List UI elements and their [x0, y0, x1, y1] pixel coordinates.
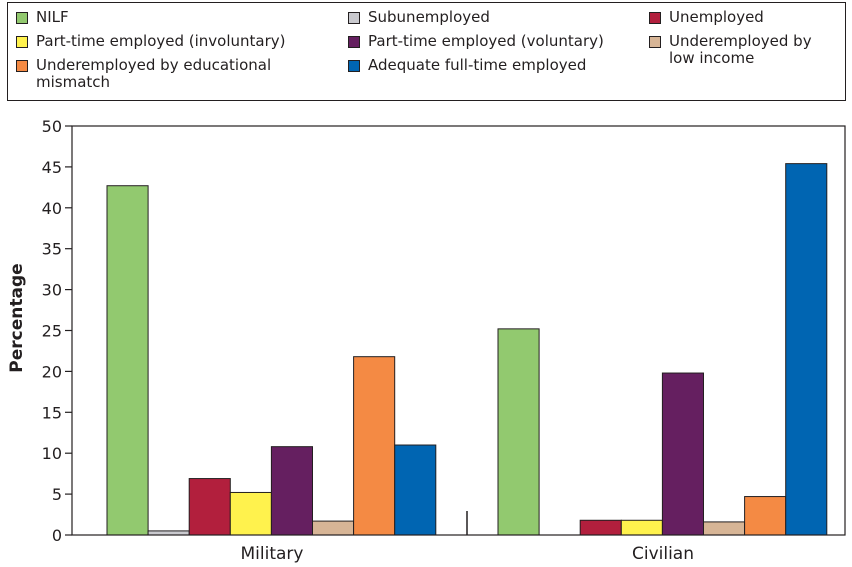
y-tick-label: 15: [42, 403, 62, 422]
bars: [106, 163, 828, 536]
y-tick-label: 5: [52, 485, 62, 504]
category-labels: Military Civilian: [241, 544, 695, 564]
bar-civilian-0: [497, 328, 540, 536]
legend-swatch-low-income: [649, 36, 661, 48]
y-tick-label: 30: [42, 281, 62, 300]
y-tick-label: 40: [42, 199, 62, 218]
y-tick-label: 25: [42, 322, 62, 341]
plot-frame: [71, 125, 846, 536]
y-tick-label: 45: [42, 158, 62, 177]
bar-civilian-5: [703, 521, 746, 536]
y-tick-label: 50: [42, 117, 62, 136]
legend-swatch-edu-mismatch: [16, 60, 28, 72]
bar-civilian-7: [785, 163, 828, 536]
category-label-military: Military: [241, 544, 304, 564]
bar-civilian-6: [744, 496, 787, 536]
bar-civilian-2: [579, 519, 622, 536]
legend-swatch-unemployed: [649, 12, 661, 24]
category-label-civilian: Civilian: [632, 544, 694, 564]
legend-swatch-nilf: [16, 12, 28, 24]
legend-swatch-pt-voluntary: [348, 36, 360, 48]
bar-military-7: [394, 444, 437, 536]
y-tick-label: 20: [42, 362, 62, 381]
legend-label-adequate: Adequate full-time employed: [368, 56, 587, 74]
y-tick-label: 35: [42, 240, 62, 259]
bar-military-5: [312, 520, 355, 536]
legend-item-edu-mismatch: Underemployed by educational mismatch: [16, 57, 326, 91]
legend-item-pt-involuntary: Part-time employed (involuntary): [16, 33, 286, 50]
bar-military-0: [106, 185, 149, 536]
legend-item-unemployed: Unemployed: [649, 9, 764, 26]
y-tick-label: 0: [52, 526, 62, 545]
y-axis-title: Percentage: [7, 263, 27, 372]
legend-item-subunemployed: Subunemployed: [348, 9, 490, 26]
legend-label-subunemployed: Subunemployed: [368, 8, 490, 26]
legend-item-low-income: Underemployed by low income: [649, 33, 839, 67]
bar-military-2: [188, 478, 231, 536]
bar-military-4: [270, 446, 313, 536]
chart-legend: NILF Part-time employed (involuntary) Un…: [7, 2, 846, 101]
bar-military-6: [353, 356, 396, 536]
legend-label-edu-mismatch: Underemployed by educational mismatch: [36, 56, 272, 91]
legend-label-low-income: Underemployed by low income: [669, 32, 812, 67]
bar-military-1: [147, 530, 190, 536]
legend-swatch-pt-involuntary: [16, 36, 28, 48]
legend-swatch-adequate: [348, 60, 360, 72]
y-tick-label: 10: [42, 444, 62, 463]
legend-label-unemployed: Unemployed: [669, 8, 764, 26]
legend-label-nilf: NILF: [36, 8, 69, 26]
legend-item-adequate: Adequate full-time employed: [348, 57, 586, 74]
bar-chart: Percentage 0 5 10 15 20 25 30 35 40 45 50 Military…: [7, 117, 846, 564]
legend-swatch-subunemployed: [348, 12, 360, 24]
bar-military-3: [229, 491, 272, 536]
bar-civilian-4: [661, 372, 705, 536]
legend-label-pt-voluntary: Part-time employed (voluntary): [368, 32, 604, 50]
y-axis-ticks: 0 5 10 15 20 25 30 35 40 45 50: [42, 117, 72, 545]
legend-item-nilf: NILF: [16, 9, 69, 26]
bar-civilian-3: [620, 519, 663, 536]
legend-label-pt-involuntary: Part-time employed (involuntary): [36, 32, 286, 50]
legend-item-pt-voluntary: Part-time employed (voluntary): [348, 33, 604, 50]
